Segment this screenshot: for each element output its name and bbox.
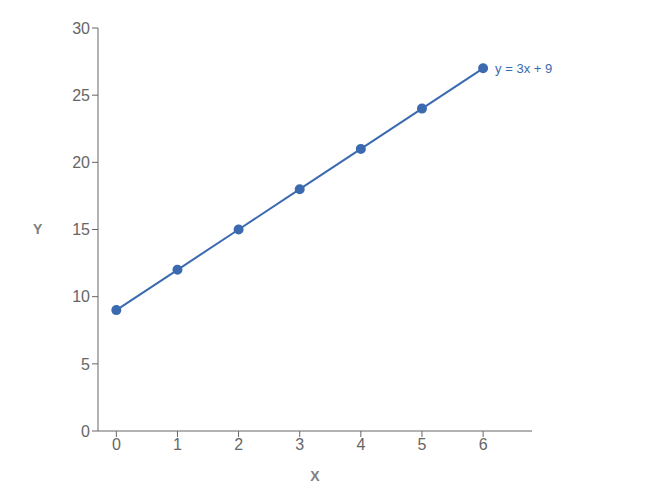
svg-text:5: 5 <box>418 436 427 453</box>
svg-text:0: 0 <box>81 423 90 440</box>
svg-text:6: 6 <box>479 436 488 453</box>
svg-text:2: 2 <box>234 436 243 453</box>
svg-text:4: 4 <box>356 436 365 453</box>
svg-text:Y: Y <box>33 221 43 237</box>
svg-text:10: 10 <box>72 288 90 305</box>
svg-text:X: X <box>310 468 320 484</box>
svg-text:15: 15 <box>72 221 90 238</box>
svg-text:30: 30 <box>72 20 90 37</box>
svg-text:20: 20 <box>72 154 90 171</box>
svg-text:1: 1 <box>173 436 182 453</box>
svg-text:5: 5 <box>81 356 90 373</box>
svg-text:y = 3x + 9: y = 3x + 9 <box>495 61 552 76</box>
svg-text:25: 25 <box>72 87 90 104</box>
svg-text:3: 3 <box>295 436 304 453</box>
svg-text:0: 0 <box>112 436 121 453</box>
